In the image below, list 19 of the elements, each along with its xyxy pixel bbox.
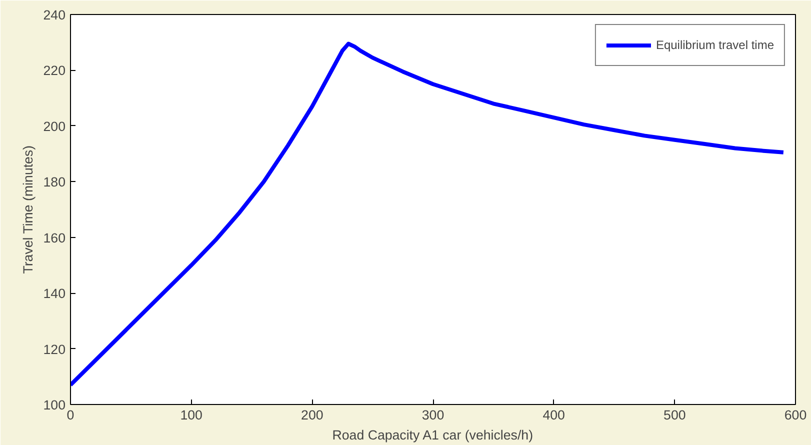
x-tick-label: 300: [422, 408, 444, 422]
y-tick-label: 180: [43, 174, 66, 190]
x-axis-title: Road Capacity A1 car (vehicles/h): [332, 428, 534, 442]
y-tick-label: 240: [43, 8, 66, 22]
x-tick-label: 100: [180, 408, 202, 422]
y-tick-label: 160: [43, 230, 66, 246]
legend-label: Equilibrium travel time: [656, 38, 774, 52]
y-tick-label: 220: [43, 63, 66, 78]
y-tick-label: 120: [43, 342, 66, 357]
y-tick-label: 200: [43, 118, 66, 134]
x-tick-label: 500: [664, 408, 686, 422]
x-tick-label: 0: [66, 408, 74, 422]
line-series: [70, 42, 786, 387]
x-tick-label: 600: [784, 408, 807, 422]
y-tick-label: 140: [43, 286, 66, 302]
x-tick-label: 200: [301, 408, 324, 422]
x-tick-label: 400: [542, 408, 565, 422]
y-tick-label: 100: [43, 398, 66, 412]
y-axis-title: Travel Time (minutes): [20, 145, 36, 274]
